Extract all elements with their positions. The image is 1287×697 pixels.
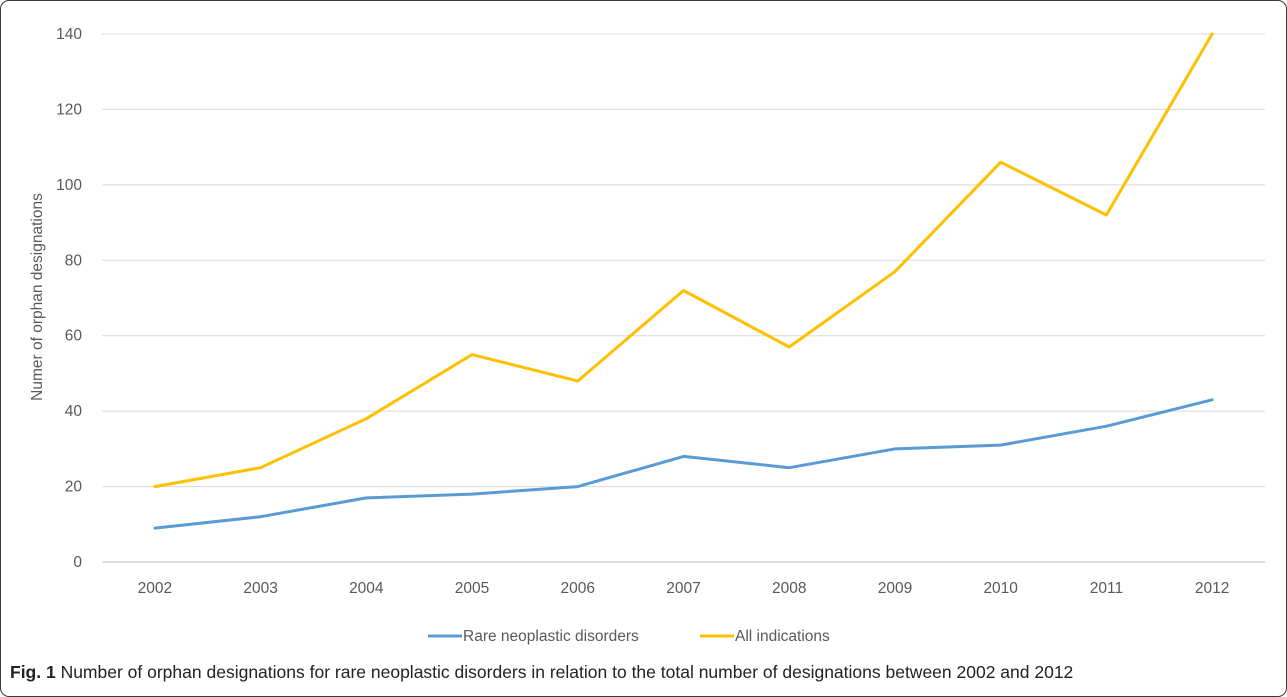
x-tick-label: 2004 [349, 580, 384, 597]
legend: Rare neoplastic disorders All indications [428, 628, 830, 645]
y-tick-label: 40 [65, 403, 83, 420]
caption-label: Fig. 1 [10, 662, 56, 682]
y-axis-label: Numer of orphan designations [29, 193, 46, 401]
x-tick-label: 2010 [983, 580, 1018, 597]
x-tick-label: 2009 [878, 580, 912, 597]
gridlines [102, 33, 1265, 563]
figure-caption: Fig. 1 Number of orphan designations for… [10, 662, 1280, 683]
legend-label: Rare neoplastic disorders [463, 628, 639, 645]
x-tick-label: 2008 [772, 580, 806, 597]
x-tick-label: 2002 [138, 580, 172, 597]
x-tick-label: 2007 [666, 580, 700, 597]
y-tick-label: 100 [56, 177, 82, 194]
series-lines [153, 32, 1214, 530]
caption-text: Number of orphan designations for rare n… [55, 662, 1074, 682]
y-tick-label: 120 [56, 101, 82, 118]
x-tick-label: 2011 [1090, 580, 1123, 597]
y-axis-ticks: 0 20 40 60 80 100 120 140 [56, 26, 82, 571]
x-axis-ticks: 2002 2003 2004 2005 2006 2007 2008 2009 2010 2011… [138, 580, 1230, 597]
series-line-0 [153, 398, 1214, 530]
series-line-1 [153, 32, 1214, 489]
y-tick-label: 20 [65, 479, 83, 496]
y-tick-label: 80 [65, 252, 83, 269]
y-tick-label: 0 [73, 554, 82, 571]
x-tick-label: 2005 [455, 580, 489, 597]
y-tick-label: 140 [56, 26, 82, 43]
x-tick-label: 2006 [561, 580, 595, 597]
y-tick-label: 60 [65, 328, 83, 345]
legend-label: All indications [735, 628, 830, 645]
x-tick-label: 2012 [1195, 580, 1229, 597]
x-tick-label: 2003 [243, 580, 277, 597]
